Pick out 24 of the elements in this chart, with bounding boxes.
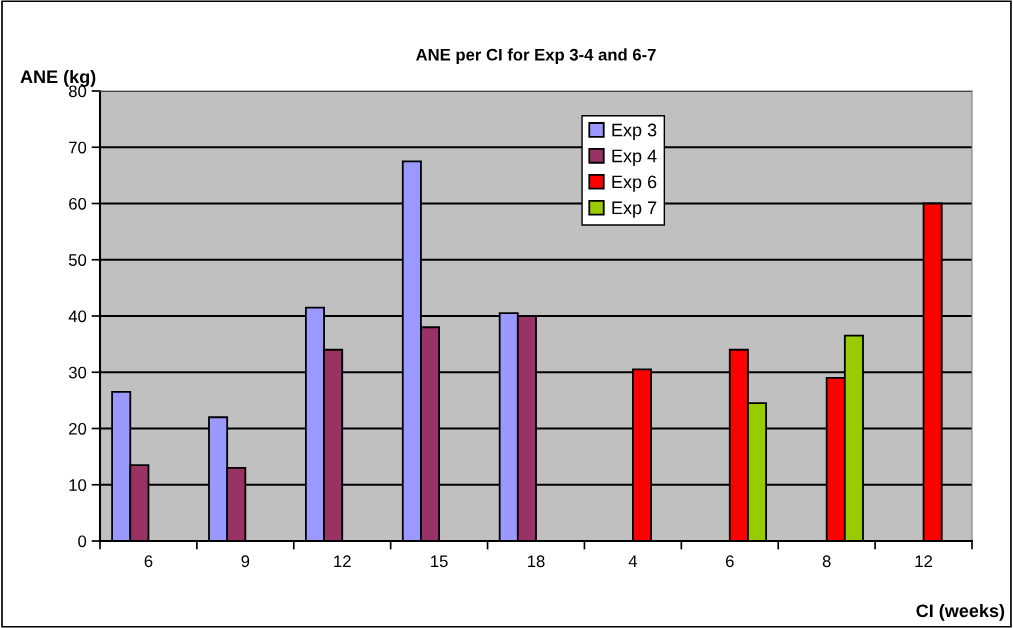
y-tick-label: 30: [68, 366, 87, 379]
x-tick-label: 4: [628, 555, 638, 567]
x-tick-label: 8: [822, 555, 831, 568]
x-tick-label: 6: [144, 555, 153, 568]
x-tick-label: 9: [241, 555, 250, 568]
x-tick-label: 6: [725, 555, 734, 568]
y-tick-label: 20: [69, 422, 87, 435]
legend-label: Exp 7: [612, 201, 657, 218]
y-tick-label: 40: [68, 310, 87, 323]
y-tick-label: 0: [78, 535, 87, 548]
y-axis-title: ANE (kg): [20, 69, 96, 87]
y-tick-label: 50: [68, 254, 87, 266]
x-tick-label: 15: [431, 555, 448, 568]
x-tick-label: 12: [915, 555, 932, 567]
x-axis-title: CI (weeks): [916, 603, 1005, 621]
y-tick-label: 70: [69, 141, 87, 154]
x-tick-label: 18: [528, 555, 545, 568]
legend-label: Exp 3: [612, 123, 657, 140]
legend-label: Exp 6: [612, 175, 657, 192]
x-tick-label: 12: [334, 555, 351, 567]
y-tick-label: 60: [69, 197, 87, 210]
y-tick-label: 10: [69, 479, 87, 491]
chart-title: ANE per CI for Exp 3-4 and 6-7: [416, 48, 656, 64]
legend-label: Exp 4: [612, 149, 657, 166]
